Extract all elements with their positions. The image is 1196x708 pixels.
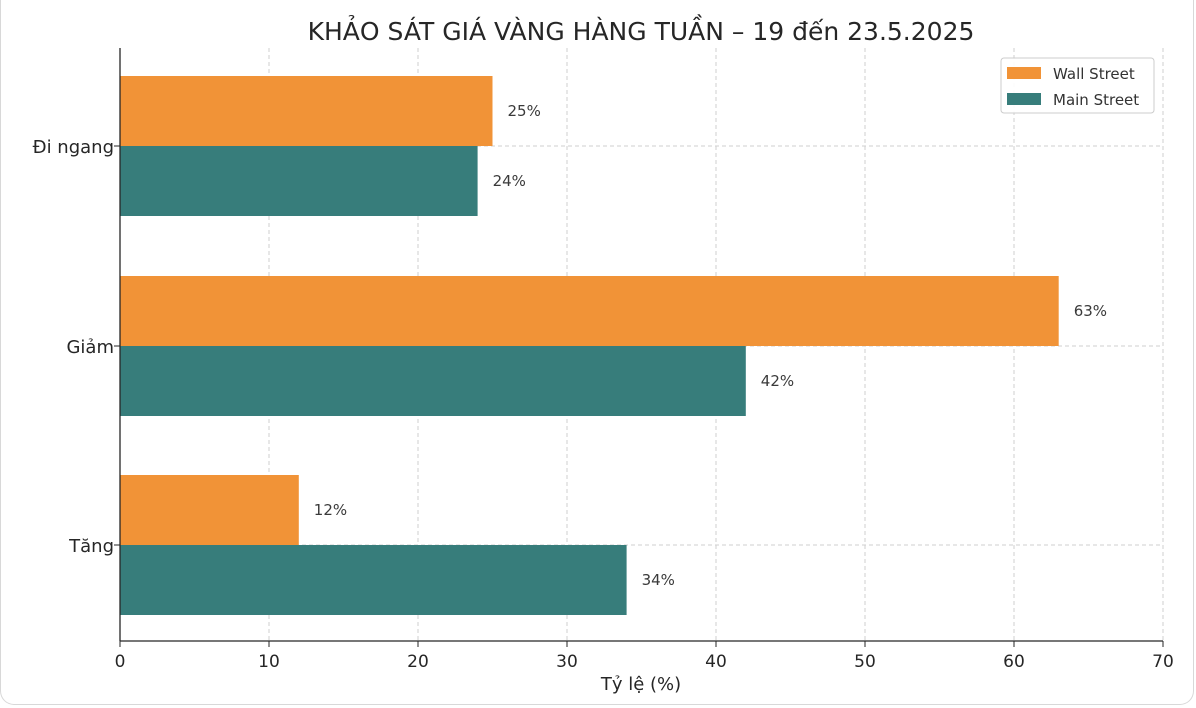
legend: Wall Street Main Street [1000, 57, 1155, 114]
legend-label: Wall Street [1053, 65, 1135, 83]
bars [120, 76, 1059, 615]
y-category-label: Đi ngang [33, 137, 114, 158]
data-label: 25% [508, 102, 541, 120]
bar-wall-street [120, 276, 1059, 346]
legend-swatch [1007, 93, 1041, 105]
x-tick-label: 60 [1003, 652, 1025, 672]
legend-label: Main Street [1053, 91, 1139, 109]
data-label: 63% [1074, 302, 1107, 320]
axes [114, 48, 1164, 647]
x-tick-label: 70 [1152, 652, 1174, 672]
y-category-labels: Đi ngang Giảm Tăng [33, 137, 114, 557]
data-label: 24% [493, 172, 526, 190]
bar-wall-street [120, 76, 493, 146]
data-label: 42% [761, 372, 794, 390]
data-label: 12% [314, 501, 347, 519]
x-tick-label: 30 [556, 652, 578, 672]
x-axis-label: Tỷ lệ (%) [600, 674, 681, 695]
x-tick-label: 40 [705, 652, 727, 672]
x-tick-labels: 0 10 20 30 40 50 60 70 [115, 652, 1174, 672]
chart-title: KHẢO SÁT GIÁ VÀNG HÀNG TUẦN – 19 đến 23.… [308, 14, 975, 46]
data-label: 34% [642, 571, 675, 589]
x-tick-label: 10 [258, 652, 280, 672]
x-tick-label: 50 [854, 652, 876, 672]
bar-wall-street [120, 475, 299, 545]
bar-main-street [120, 146, 478, 216]
legend-swatch [1007, 67, 1041, 79]
x-tick-label: 0 [115, 652, 126, 672]
bar-main-street [120, 545, 627, 615]
data-labels: 25% 24% 63% 42% 12% 34% [314, 102, 1107, 589]
y-category-label: Giảm [66, 337, 114, 358]
x-tick-label: 20 [407, 652, 429, 672]
bar-main-street [120, 346, 746, 416]
y-category-label: Tăng [68, 536, 114, 557]
